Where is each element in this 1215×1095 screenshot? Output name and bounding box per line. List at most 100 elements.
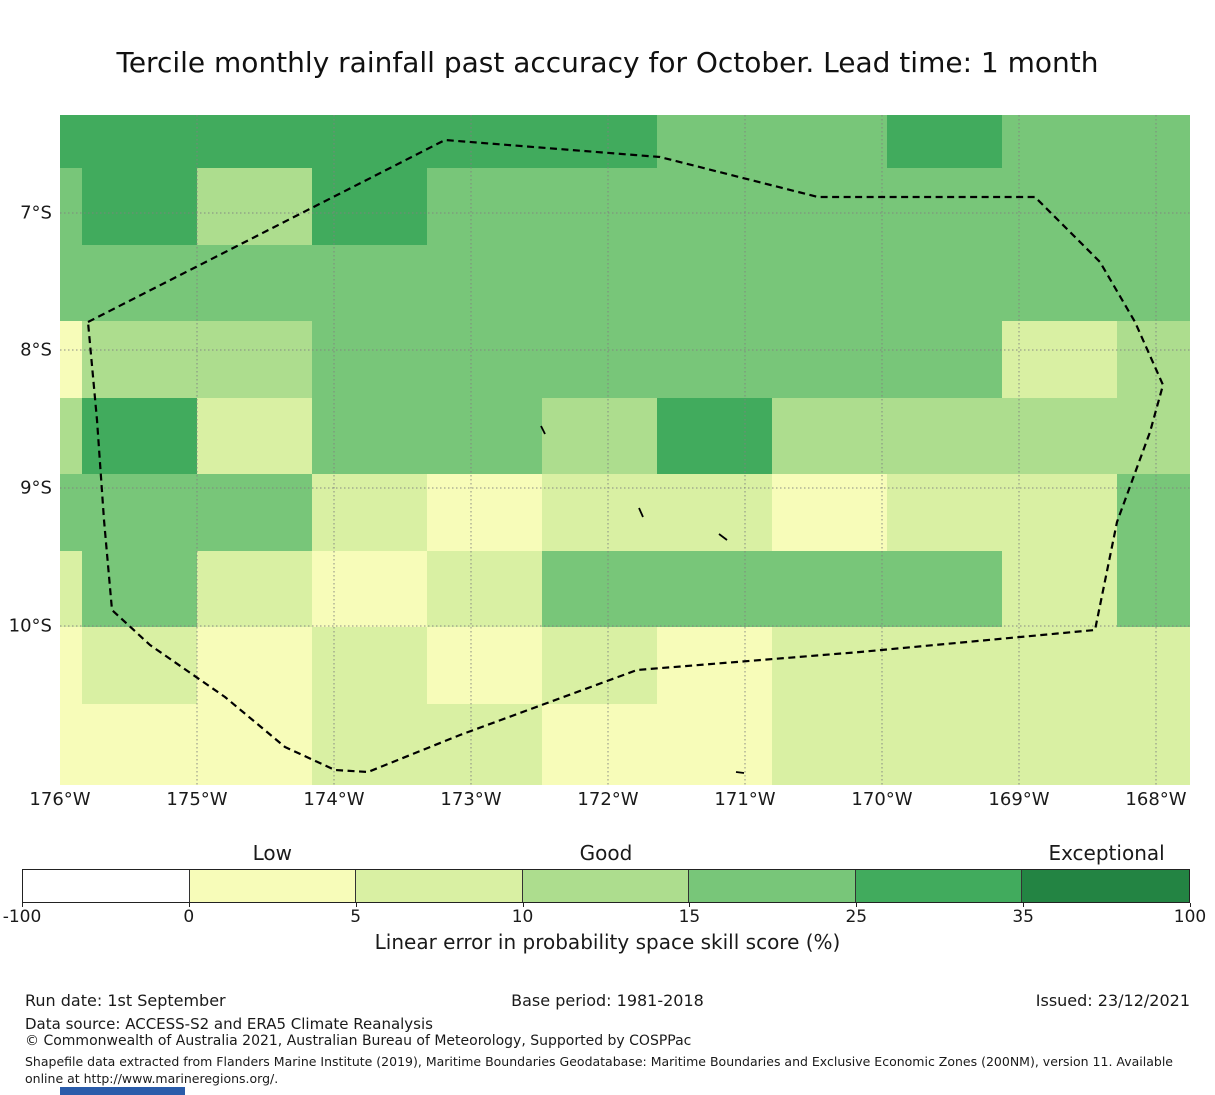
colorbar-tick [188,903,190,907]
heatmap-cell-r5-c1 [82,474,197,551]
heatmap-cell-r3-c5 [542,321,657,398]
heatmap-cell-r6-c8 [887,551,1002,627]
heatmap-cell-r6-c5 [542,551,657,627]
heatmap-cell-r1-c2 [197,168,312,245]
colorbar-tick [522,903,524,907]
colorbar-tick [355,903,357,907]
heatmap-cell-r6-c4 [427,551,542,627]
colorbar-tick-label: 5 [350,907,362,927]
heatmap-cell-r1-c3 [312,168,427,245]
heatmap-cell-r5-c0 [60,474,82,551]
longitude-axis: 176°W 175°W 174°W 173°W 172°W 171°W 170°W 169°W… [29,789,1190,813]
heatmap-cell-r1-c0 [60,168,82,245]
heatmap-cell-r3-c4 [427,321,542,398]
heatmap-cell-r1-c10 [1117,168,1190,245]
heatmap-cell-r4-c10 [1117,398,1190,474]
heatmap-cell-r2-c8 [887,245,1002,321]
heatmap-cell-r4-c1 [82,398,197,474]
colorbar-tick-labels: -100 0 5 10 15 25 35 100 [3,903,1206,930]
colorbar [22,869,1190,903]
colorbar-tick [22,903,23,907]
x-tick-label: 173°W [440,789,502,810]
heatmap-cell-r3-c8 [887,321,1002,398]
heatmap-cell-r1-c6 [657,168,772,245]
colorbar-segment [855,870,1023,902]
y-tick-label: 7°S [20,202,52,224]
heatmap-cell-r8-c4 [427,704,542,785]
heatmap-cell-r6-c7 [772,551,887,627]
heatmap-cell-r1-c7 [772,168,887,245]
heatmap-cell-r7-c5 [542,627,657,704]
heatmap-cell-r7-c3 [312,627,427,704]
heatmap-cell-r0-c10 [1117,115,1190,168]
heatmap-cell-r7-c6 [657,627,772,704]
colorbar-tick-label: -100 [2,907,42,927]
heatmap-cell-r2-c10 [1117,245,1190,321]
x-tick-label: 171°W [714,789,776,810]
heatmap-cell-r1-c9 [1002,168,1117,245]
shapefile-attribution-text: Shapefile data extracted from Flanders M… [25,1054,1173,1086]
x-tick-label: 176°W [29,789,91,810]
heatmap-cell-r7-c0 [60,627,82,704]
heatmap-cell-r8-c7 [772,704,887,785]
heatmap-cell-r8-c10 [1117,704,1190,785]
heatmap-cell-r2-c4 [427,245,542,321]
heatmap-cell-r5-c7 [772,474,887,551]
colorbar-segment [1022,870,1189,902]
heatmap-cell-r3-c3 [312,321,427,398]
colorbar-tick-label: 100 [1173,907,1207,927]
heatmap-cell-r3-c2 [197,321,312,398]
heatmap-cell-r3-c1 [82,321,197,398]
x-tick-label: 174°W [303,789,365,810]
x-tick-label: 172°W [577,789,639,810]
heatmap-cell-r5-c6 [657,474,772,551]
base-period-text: Base period: 1981-2018 [511,991,704,1010]
y-tick-label: 9°S [20,477,52,499]
heatmap-cell-r7-c4 [427,627,542,704]
run-date-text: Run date: 1st September [25,991,226,1010]
heatmap-cell-r6-c3 [312,551,427,627]
heatmap-cell-r2-c1 [82,245,197,321]
heatmap-cell-r5-c10 [1117,474,1190,551]
colorbar-segment [189,870,357,902]
skill-category-label-low: Low [252,841,292,865]
skill-category-label-exceptional: Exceptional [1048,841,1165,865]
data-source-text: Data source: ACCESS-S2 and ERA5 Climate … [25,1015,433,1033]
colorbar-tick-label: 0 [183,907,195,927]
heatmap-cell-r3-c9 [1002,321,1117,398]
heatmap-cell-r6-c0 [60,551,82,627]
x-tick-label: 170°W [851,789,913,810]
heatmap-cell-r0-c0 [60,115,82,168]
y-tick-label: 8°S [20,339,52,361]
heatmap-cell-r0-c1 [82,115,197,168]
colorbar-tick-label: 25 [845,907,868,927]
heatmap-cell-r0-c3 [312,115,427,168]
y-tick-label: 10°S [8,615,52,637]
chart-title: Tercile monthly rainfall past accuracy f… [116,46,1099,79]
heatmap-cell-r7-c10 [1117,627,1190,704]
heatmap-cell-r7-c9 [1002,627,1117,704]
heatmap-cell-r4-c7 [772,398,887,474]
heatmap-cell-r6-c6 [657,551,772,627]
x-tick-label: 175°W [166,789,228,810]
x-tick-label: 168°W [1125,789,1187,810]
latitude-axis: 7°S 8°S 9°S 10°S [0,115,52,785]
heatmap-cell-r4-c5 [542,398,657,474]
heatmap-cell-r0-c6 [657,115,772,168]
colorbar-tick [1023,903,1025,907]
heatmap-cell-r2-c9 [1002,245,1117,321]
heatmap-cell-r2-c0 [60,245,82,321]
colorbar-region-labels: Low Good Exceptional [22,841,1190,867]
heatmap-cell-r2-c3 [312,245,427,321]
heatmap-cell-r8-c1 [82,704,197,785]
heatmap-cell-r5-c3 [312,474,427,551]
heatmap-cell-r1-c1 [82,168,197,245]
colorbar-segment [356,870,523,902]
heatmap-cell-r0-c5 [542,115,657,168]
heatmap-cell-r8-c0 [60,704,82,785]
heatmap-cell-r3-c7 [772,321,887,398]
x-tick-label: 169°W [988,789,1050,810]
colorbar-segment [23,870,190,902]
skill-category-label-good: Good [579,841,633,865]
heatmap-cell-r0-c9 [1002,115,1117,168]
